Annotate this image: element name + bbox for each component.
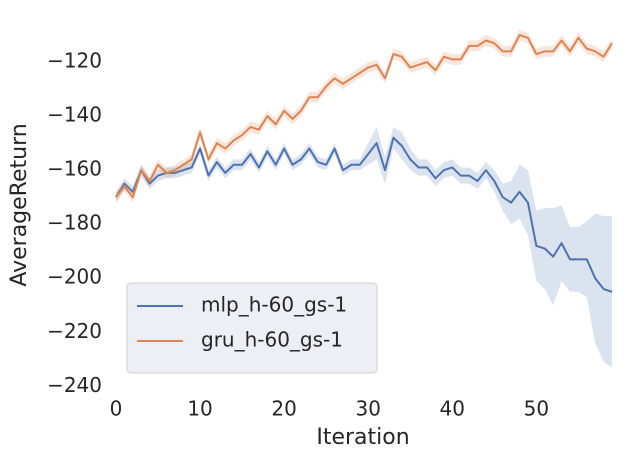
confidence-band xyxy=(116,29,612,203)
y-tick-label: −180 xyxy=(47,211,102,235)
series-line xyxy=(115,34,613,199)
y-tick-label: −140 xyxy=(47,103,102,127)
x-tick-label: 50 xyxy=(524,397,549,421)
y-tick-label: −240 xyxy=(47,373,102,397)
y-tick-label: −220 xyxy=(47,319,102,343)
legend: mlp_h-60_gs-1 gru_h-60_gs-1 xyxy=(126,282,378,374)
x-tick-label: 40 xyxy=(440,397,465,421)
y-axis-label: AverageReturn xyxy=(7,123,32,286)
x-tick-label: 30 xyxy=(355,397,380,421)
x-axis-label: Iteration xyxy=(316,425,409,450)
legend-box xyxy=(126,282,378,374)
legend-label: mlp_h-60_gs-1 xyxy=(201,293,347,317)
series-line xyxy=(115,136,613,293)
x-tick-label: 10 xyxy=(187,397,212,421)
x-tick-label: 0 xyxy=(110,397,123,421)
y-tick-label: −160 xyxy=(47,157,102,181)
x-tick-label: 20 xyxy=(271,397,296,421)
y-tick-label: −120 xyxy=(47,49,102,73)
legend-label: gru_h-60_gs-1 xyxy=(201,328,343,352)
y-tick-label: −200 xyxy=(47,265,102,289)
